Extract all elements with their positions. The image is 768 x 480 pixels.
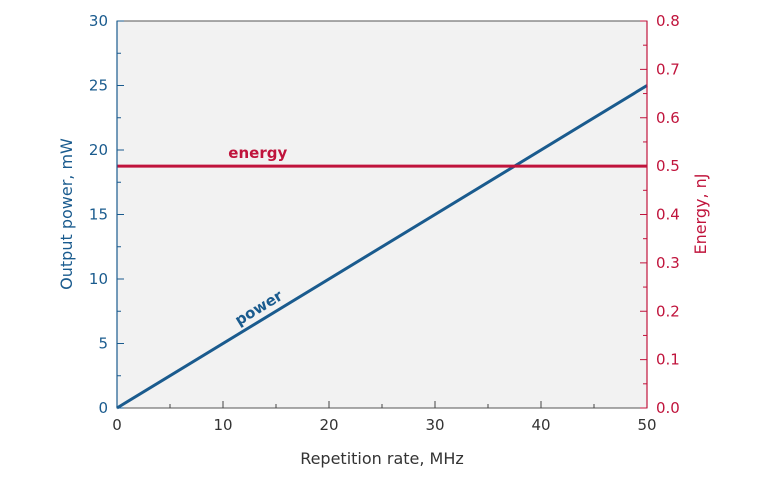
right-y-tick-label: 0.4 — [656, 206, 680, 224]
right-y-tick-label: 0.2 — [656, 302, 680, 320]
x-tick-label: 10 — [213, 416, 232, 434]
left-y-tick-label: 20 — [89, 141, 108, 159]
right-y-tick-label: 0.3 — [656, 254, 680, 272]
series-label-energy: energy — [228, 144, 287, 162]
right-y-tick-label: 0.7 — [656, 60, 680, 78]
left-y-tick-label: 15 — [89, 206, 108, 224]
right-y-axis-title: Energy, nJ — [691, 173, 710, 254]
x-tick-label: 50 — [637, 416, 656, 434]
series-line-power — [116, 84, 648, 410]
left-y-tick-label: 10 — [89, 270, 108, 288]
x-axis-ticks: 0 10 20 30 40 50 — [112, 401, 657, 434]
x-tick-label: 40 — [531, 416, 550, 434]
x-tick-label: 20 — [319, 416, 338, 434]
right-y-tick-label: 0.5 — [656, 157, 680, 175]
plot-area — [116, 20, 648, 409]
left-y-axis-title: Output power, mW — [57, 138, 76, 290]
x-axis-title: Repetition rate, MHz — [300, 449, 464, 468]
right-y-tick-label: 0.1 — [656, 351, 680, 369]
left-y-tick-label: 25 — [89, 77, 108, 95]
x-tick-label: 0 — [112, 416, 122, 434]
x-tick-label: 30 — [425, 416, 444, 434]
left-y-tick-label: 5 — [98, 335, 108, 353]
left-y-axis-ticks: 0 5 10 15 20 25 30 — [89, 12, 124, 417]
right-y-tick-label: 0.6 — [656, 109, 680, 127]
right-y-axis-ticks: 0.0 0.1 0.2 0.3 0.4 0.5 0.6 0.7 0.8 — [640, 12, 680, 417]
right-y-tick-label: 0.8 — [656, 12, 680, 30]
left-y-tick-label: 0 — [98, 399, 108, 417]
left-y-tick-label: 30 — [89, 12, 108, 30]
right-y-tick-label: 0.0 — [656, 399, 680, 417]
